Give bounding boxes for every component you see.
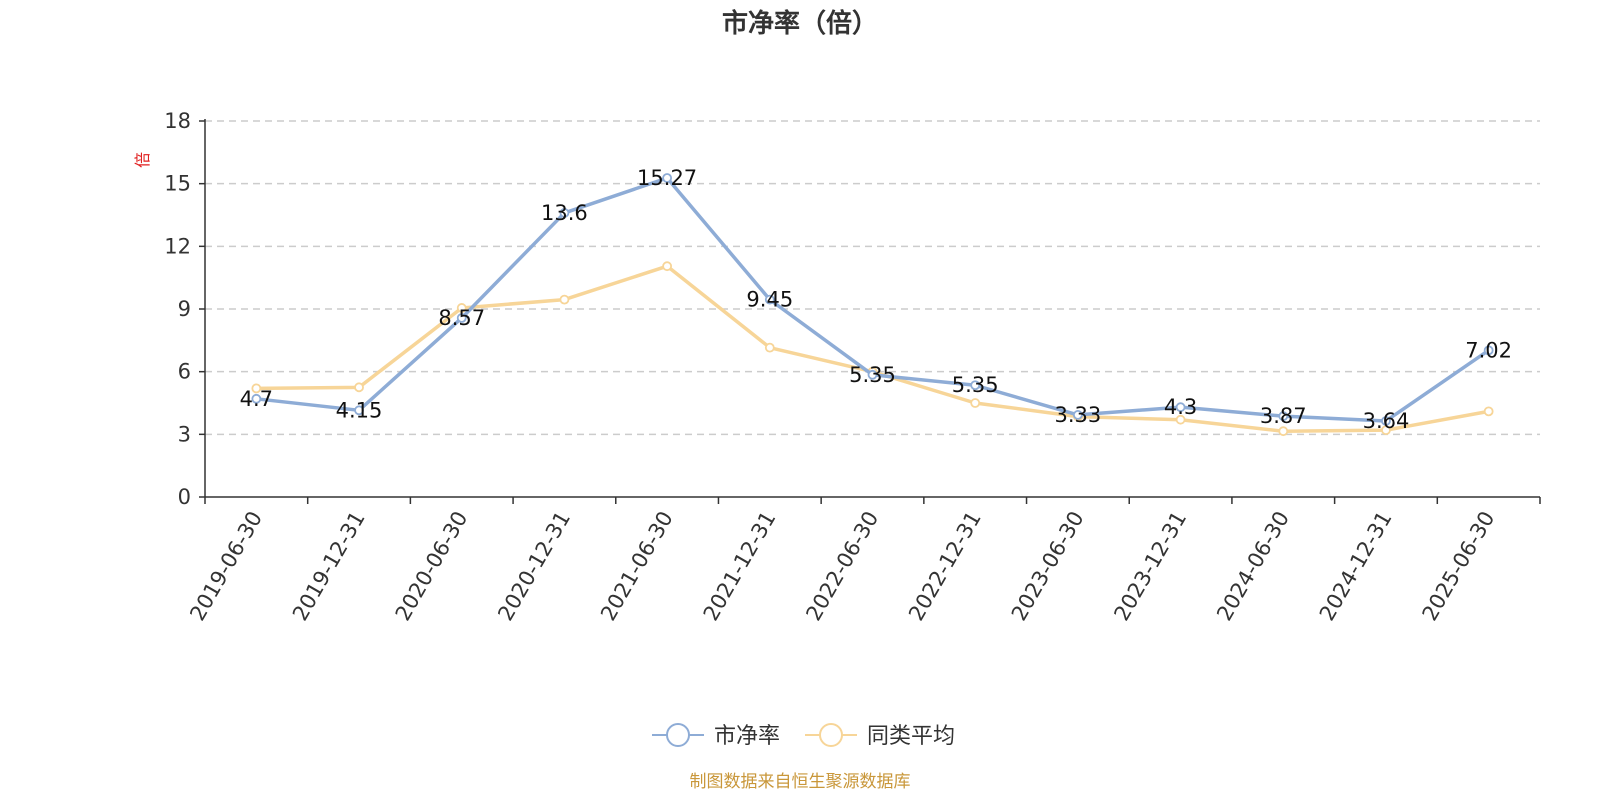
data-point[interactable] — [1483, 345, 1494, 356]
x-tick-label: 2021-12-31 — [699, 507, 781, 625]
x-tick-label: 2024-06-30 — [1212, 507, 1294, 625]
data-point[interactable] — [1381, 425, 1391, 436]
data-point[interactable] — [970, 380, 981, 391]
data-point[interactable] — [559, 208, 570, 218]
data-label: 5.35 — [849, 363, 896, 387]
source-footer: 制图数据来自恒生聚源数据库 — [690, 772, 911, 792]
legend-item[interactable]: 市净率 — [652, 723, 780, 749]
x-tick-label: 2023-06-30 — [1007, 507, 1089, 625]
x-tick-label: 2019-06-30 — [185, 507, 267, 625]
x-tick-label: 2023-12-31 — [1109, 507, 1191, 625]
data-label: 4.3 — [1164, 395, 1197, 419]
data-label: 4.7 — [240, 387, 273, 411]
x-tick-label: 2025-06-30 — [1418, 507, 1500, 625]
chart-title: 市净率（倍） — [722, 8, 878, 39]
data-point[interactable] — [1175, 414, 1186, 425]
x-tick-label: 2024-12-31 — [1315, 507, 1397, 625]
data-point[interactable] — [354, 382, 364, 393]
data-label: 3.33 — [1055, 403, 1102, 427]
data-point[interactable] — [867, 369, 878, 380]
x-tick-label: 2021-06-30 — [596, 507, 678, 625]
data-label: 15.27 — [637, 166, 697, 190]
data-point[interactable] — [764, 294, 775, 305]
data-label: 5.35 — [952, 373, 999, 397]
data-label: 7.02 — [1465, 338, 1512, 362]
data-point[interactable] — [251, 383, 262, 394]
data-point[interactable] — [354, 405, 364, 416]
data-labels: 4.7 4.15 8.57 13.6 15.27 9.45 5.35 5.35 3.33 4.3 3… — [240, 166, 1512, 433]
data-point[interactable] — [1278, 411, 1289, 422]
legend-label: 同类平均 — [867, 724, 955, 749]
data-point[interactable] — [1483, 406, 1494, 417]
data-label: 4.15 — [336, 398, 383, 422]
data-point[interactable] — [764, 342, 775, 353]
data-point[interactable] — [1175, 402, 1186, 413]
grid-lines — [205, 120, 1540, 436]
series — [251, 173, 1494, 437]
y-tick-label: 3 — [178, 422, 191, 446]
x-tick-label: 2020-06-30 — [391, 507, 473, 625]
y-tick-label: 9 — [178, 297, 191, 321]
data-point[interactable] — [559, 294, 570, 305]
data-label: 9.45 — [746, 288, 793, 312]
x-tick-label: 2022-06-30 — [801, 507, 883, 625]
data-point[interactable] — [1278, 426, 1289, 437]
data-point[interactable] — [1072, 410, 1083, 420]
y-tick-label: 15 — [164, 172, 191, 196]
data-label: 8.57 — [438, 306, 485, 330]
legend-marker-icon — [666, 723, 690, 747]
legend[interactable]: 市净率 同类平均 — [652, 723, 955, 749]
x-tick-label: 2022-12-31 — [904, 507, 986, 625]
x-tick-label: 2020-12-31 — [493, 507, 575, 625]
data-point[interactable] — [970, 398, 981, 408]
y-tick-label: 18 — [164, 109, 191, 133]
data-label: 3.64 — [1363, 409, 1410, 433]
data-point[interactable] — [1381, 416, 1391, 426]
legend-marker-icon — [819, 723, 843, 747]
data-label: 13.6 — [541, 201, 588, 225]
y-tick-label: 6 — [178, 360, 191, 384]
x-tick-label: 2019-12-31 — [288, 507, 370, 625]
data-point[interactable] — [662, 261, 673, 272]
legend-label: 市净率 — [714, 724, 780, 749]
y-axis-unit: 倍 — [133, 152, 152, 168]
data-point[interactable] — [456, 303, 467, 313]
data-point[interactable] — [456, 313, 467, 323]
y-tick-label: 0 — [178, 485, 191, 509]
y-tick-label: 12 — [164, 234, 191, 258]
legend-item[interactable]: 同类平均 — [805, 723, 955, 749]
data-label: 3.87 — [1260, 404, 1307, 428]
data-point[interactable] — [662, 173, 673, 183]
data-point[interactable] — [251, 393, 262, 404]
